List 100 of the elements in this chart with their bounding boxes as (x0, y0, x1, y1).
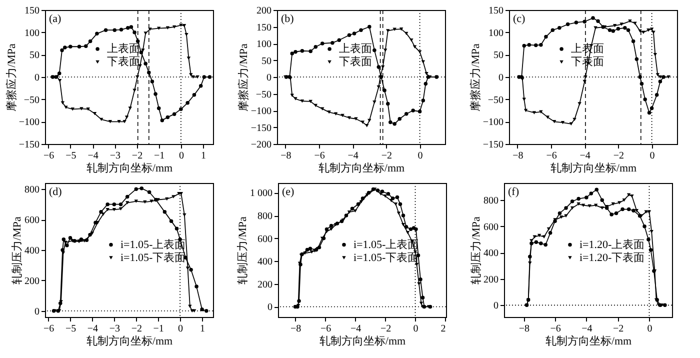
x-axis-title: 轧制方向坐标/mm (319, 334, 406, 348)
y-tick-label: 600 (258, 234, 272, 245)
y-tick-label: 50 (262, 56, 272, 67)
annotation: (d) (49, 186, 62, 198)
x-tick-label: −6 (43, 324, 54, 334)
y-tick-label: 200 (484, 274, 498, 286)
y-tick-label: −50 (24, 94, 40, 106)
legend-label: 上表面 (339, 42, 372, 55)
y-tick-label: 150 (256, 22, 272, 34)
y-tick-label: 200 (24, 276, 40, 287)
legend-label: i=1.05-下表面 (120, 250, 186, 264)
y-tick-label: 100 (488, 28, 504, 39)
y-tick-label: −150 (18, 140, 40, 150)
y-tick-label: 200 (258, 279, 272, 290)
annotation: (b) (281, 13, 294, 25)
x-tick-label: −6 (550, 324, 561, 334)
legend-label: i=1.20-下表面 (579, 250, 645, 264)
x-tick-label: −6 (43, 150, 54, 162)
x-tick-label: −8 (512, 150, 524, 162)
legend-label: 下表面 (339, 55, 372, 68)
x-axis-title: 轧制方向坐标/mm (550, 162, 638, 174)
y-tick-label: 0 (498, 72, 504, 84)
y-tick-label: 800 (24, 184, 40, 196)
y-tick-label: −100 (18, 117, 40, 128)
y-axis-title: 摩擦应力/MPa (4, 43, 18, 112)
y-axis-title: 轧制压力/MPa (236, 216, 249, 284)
y-tick-label: 0 (494, 300, 498, 312)
y-tick-label: 150 (488, 6, 504, 16)
x-tick-label: 0 (650, 150, 655, 162)
x-axis-title: 轧制方向坐标/mm (545, 334, 632, 348)
y-tick-label: 800 (484, 196, 498, 207)
y-tick-label: 150 (24, 6, 40, 16)
legend-label: i=1.20-上表面 (579, 238, 645, 251)
y-tick-label: 200 (256, 6, 272, 16)
legend-label: 上表面 (107, 42, 140, 55)
annotation: (f) (508, 186, 520, 198)
x-tick-label: 0 (178, 324, 184, 334)
x-tick-label: 0 (647, 324, 652, 334)
x-tick-label: −2 (131, 324, 142, 334)
y-tick-label: 400 (484, 248, 498, 260)
x-tick-label: −5 (65, 324, 76, 334)
y-tick-label: 100 (24, 28, 40, 39)
x-tick-label: 0 (418, 150, 423, 162)
x-tick-label: −4 (350, 324, 362, 334)
y-tick-label: 50 (30, 50, 40, 62)
y-tick-label: 400 (258, 256, 272, 268)
x-axis-title: 轧制方向坐标/mm (86, 334, 174, 348)
annotation: (e) (282, 186, 295, 198)
y-tick-label: 0 (268, 302, 272, 314)
x-tick-label: 2 (440, 324, 446, 334)
x-tick-label: 1 (200, 324, 206, 334)
x-axis-title: 轧制方向坐标/mm (86, 162, 174, 174)
x-tick-label: −8 (290, 324, 302, 334)
x-tick-label: −8 (280, 150, 292, 162)
x-tick-label: −2 (380, 324, 392, 334)
x-tick-label: 1 (201, 150, 206, 162)
y-axis-title: 摩擦应力/MPa (236, 43, 250, 112)
y-tick-label: −150 (250, 122, 272, 134)
y-tick-label: 100 (256, 39, 272, 50)
x-tick-label: −1 (153, 324, 164, 334)
y-tick-label: 0 (34, 72, 40, 84)
y-tick-label: 0 (34, 306, 40, 318)
x-tick-label: −4 (88, 150, 98, 162)
y-tick-label: −150 (482, 140, 504, 150)
x-tick-label: −2 (381, 150, 392, 162)
x-tick-label: −4 (348, 150, 358, 162)
y-tick-label: −100 (482, 117, 504, 128)
x-tick-label: −4 (580, 150, 590, 162)
y-tick-label: −200 (250, 140, 272, 150)
x-tick-label: −2 (613, 324, 624, 334)
x-tick-label: −8 (518, 324, 530, 334)
x-tick-label: −4 (582, 324, 592, 334)
y-axis-title: 轧制压力/MPa (10, 216, 24, 284)
y-tick-label: 800 (258, 211, 272, 222)
y-tick-label: 1 000 (250, 188, 272, 200)
x-tick-label: 0 (413, 324, 418, 334)
y-axis-title: 轧制压力/MPa (470, 216, 482, 284)
y-axis-title: 摩擦应力/MPa (468, 43, 482, 112)
y-tick-label: 400 (24, 246, 40, 256)
legend-label: 下表面 (107, 55, 140, 68)
x-tick-label: −2 (613, 150, 624, 162)
y-tick-label: −100 (250, 106, 272, 117)
y-tick-label: 600 (24, 215, 40, 226)
annotation: (c) (513, 13, 526, 25)
x-tick-label: −5 (66, 150, 76, 162)
y-tick-label: 0 (266, 72, 272, 84)
x-tick-label: −3 (110, 150, 120, 162)
y-tick-label: 50 (494, 50, 504, 62)
x-axis-title: 轧制方向坐标/mm (318, 162, 406, 174)
annotation: (a) (49, 13, 62, 25)
x-tick-label: −6 (546, 150, 557, 162)
x-tick-label: −6 (314, 150, 325, 162)
x-tick-label: −2 (132, 150, 143, 162)
x-tick-label: −4 (87, 324, 98, 334)
y-tick-label: 600 (484, 222, 498, 233)
x-tick-label: −1 (154, 150, 165, 162)
x-tick-label: 0 (178, 150, 184, 162)
y-tick-label: −50 (256, 89, 272, 100)
y-tick-label: −50 (488, 94, 504, 106)
x-tick-label: −6 (320, 324, 332, 334)
